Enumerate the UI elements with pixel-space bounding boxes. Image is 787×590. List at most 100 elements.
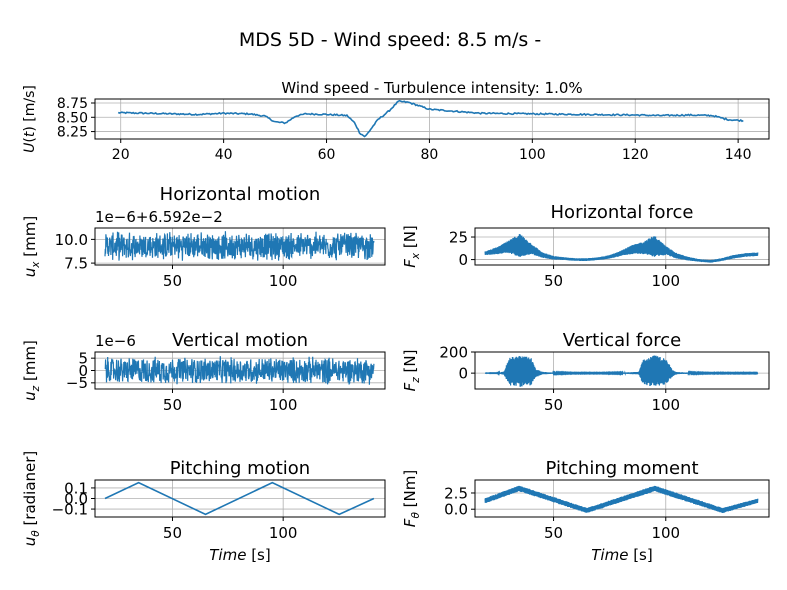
wind-xtick-label-5: 120: [622, 147, 649, 163]
pmotion-xlabel-symbol: Time: [209, 546, 246, 564]
vmotion-ytick-label-2: 5: [78, 350, 88, 368]
pmotion-xlabel: Time [s]: [209, 546, 270, 564]
pmotion-data: [104, 481, 375, 516]
hforce-ytick-label-1: 25: [449, 228, 468, 246]
hmotion-ylabel-unit: [mm]: [21, 216, 39, 262]
hforce-ytick-label-0: 0: [458, 251, 468, 269]
vmotion-ylabel-symbol: u: [21, 391, 39, 401]
wind-xtick-label-4: 100: [519, 147, 546, 163]
pmotion-xtick-label-0: 50: [163, 524, 182, 542]
vmotion-ytick-label-1: 0: [78, 362, 88, 380]
wind-series-line-0: [117, 99, 744, 138]
vforce-ylabel: Fz [N]: [401, 350, 422, 392]
vforce-ytick-label-1: 200: [439, 343, 468, 361]
vforce-data: [484, 355, 759, 387]
hforce-ylabel-symbol: F: [401, 259, 419, 268]
vmotion-ylabel: uz [mm]: [21, 340, 42, 401]
wind-ytick-label-1: 8.50: [57, 110, 88, 126]
pmotion-ylabel-subscript: θ: [30, 530, 42, 537]
pmotion-ytick-label-0: −0.1: [52, 500, 88, 518]
pmoment-xtick-label-1: 100: [651, 524, 680, 542]
hforce-xtick-label-1: 100: [651, 272, 680, 290]
pmoment-ylabel-subscript: θ: [410, 512, 422, 519]
vforce-ylabel-subscript: z: [410, 377, 422, 384]
hmotion-noise-line: [104, 231, 375, 261]
hforce-ylabel-unit: [N]: [401, 225, 419, 253]
pmotion-series-line-0: [104, 481, 375, 516]
vmotion-xtick-label-0: 50: [163, 396, 182, 414]
hmotion-title: Horizontal motion: [160, 184, 321, 205]
pmoment-axes-frame: [474, 479, 770, 518]
hforce-oscillation-line: [484, 233, 759, 263]
hmotion-xtick-label-1: 100: [269, 272, 298, 290]
wind-xtick-label-3: 80: [421, 147, 439, 163]
hforce-ylabel: Fx [N]: [401, 225, 422, 268]
vmotion-ytick-label-0: −5: [66, 374, 88, 392]
hforce-title: Horizontal force: [551, 202, 694, 223]
hmotion-offset-text: 1e−6+6.592e−2: [95, 208, 223, 226]
vforce-oscillation-line: [484, 355, 759, 387]
pmotion-xtick-label-1: 100: [269, 524, 298, 542]
vforce-ytick-label-0: 0: [458, 365, 468, 383]
pmotion-ytick-label-1: 0.0: [64, 490, 88, 508]
hmotion-ytick-label-1: 10.0: [55, 231, 88, 249]
wind-xtick-label-0: 20: [112, 147, 130, 163]
hforce-axes-frame: [474, 227, 770, 266]
wind-title: Wind speed - Turbulence intensity: 1.0%: [281, 79, 582, 97]
wind-ylabel-arg: (: [22, 137, 38, 142]
hmotion-data: [104, 231, 375, 261]
wind-ylabel-arg-close: ): [22, 126, 38, 131]
pmotion-ylabel-symbol: u: [21, 537, 39, 547]
wind-ylabel-symbol: U: [22, 143, 38, 153]
wind-ytick-label-0: 8.25: [57, 125, 88, 141]
subplot-pmotion: 50 100 −0.10.00.1 Pitching motion uθ [radian…: [21, 451, 386, 564]
hmotion-axes-frame: [94, 227, 386, 266]
figure-suptitle: MDS 5D - Wind speed: 8.5 m/s -: [239, 29, 541, 51]
pmotion-xlabel-unit: [s]: [246, 546, 270, 564]
pmoment-ytick-label-1: 2.5: [444, 484, 468, 502]
hmotion-xtick-label-0: 50: [163, 272, 182, 290]
subplot-vmotion: 50 100 −505 Vertical motion 1e−6 uz [mm]: [21, 330, 386, 414]
vmotion-ylabel-unit: [mm]: [21, 340, 39, 386]
wind-ylabel: U(t) [m/s]: [22, 85, 38, 153]
vmotion-offset-text: 1e−6: [95, 332, 136, 350]
vforce-xtick-label-1: 100: [651, 396, 680, 414]
pmoment-oscillation-line: [484, 485, 759, 514]
pmoment-ylabel-symbol: F: [401, 518, 419, 527]
subplot-pmoment: 50 100 0.02.5 Pitching moment Fθ [Nm] Time [s…: [401, 458, 770, 564]
pmotion-ylabel-unit: [radianer]: [21, 451, 39, 531]
vforce-axes-frame: [474, 351, 770, 390]
hmotion-ytick-label-0: 7.5: [64, 255, 88, 273]
pmoment-xlabel-unit: [s]: [628, 546, 652, 564]
subplot-vforce: 50 100 0 200 Vertical force Fz [N]: [401, 330, 770, 414]
pmotion-ytick-label-2: 0.1: [64, 479, 88, 497]
pmoment-xlabel: Time [s]: [591, 546, 652, 564]
hmotion-ylabel-subscript: x: [30, 261, 42, 269]
vforce-xtick-label-0: 50: [544, 396, 563, 414]
vmotion-title: Vertical motion: [172, 330, 308, 351]
subplot-hmotion: 50 100 7.5 10.0 Horizontal motion 1e−6+6.592e…: [21, 184, 386, 290]
wind-xtick-label-1: 40: [215, 147, 233, 163]
hforce-data: [484, 233, 759, 263]
subplot-hforce: 50 100 0 25 Horizontal force Fx [N]: [401, 202, 770, 290]
wind-xtick-label-6: 140: [725, 147, 752, 163]
subplot-wind: 20 40 60 80 100 120 140 8.258.508.75 Wind speed …: [22, 79, 770, 163]
pmotion-title: Pitching motion: [170, 458, 310, 479]
pmoment-data: [484, 485, 759, 514]
vforce-title: Vertical force: [563, 330, 681, 351]
wind-ytick-label-2: 8.75: [57, 96, 88, 112]
hmotion-ylabel-symbol: u: [21, 268, 39, 278]
wind-xtick-label-2: 60: [318, 147, 336, 163]
vmotion-data: [104, 356, 375, 385]
hforce-xtick-label-0: 50: [544, 272, 563, 290]
pmotion-ylabel: uθ [radianer]: [21, 451, 42, 547]
pmoment-ytick-label-0: 0.0: [444, 501, 468, 519]
wind-data: [117, 99, 744, 138]
vforce-ylabel-unit: [N]: [401, 350, 419, 378]
pmoment-xlabel-symbol: Time: [591, 546, 628, 564]
hmotion-ylabel: ux [mm]: [21, 216, 42, 277]
vmotion-xtick-label-1: 100: [269, 396, 298, 414]
wind-axes-frame: [94, 98, 770, 140]
